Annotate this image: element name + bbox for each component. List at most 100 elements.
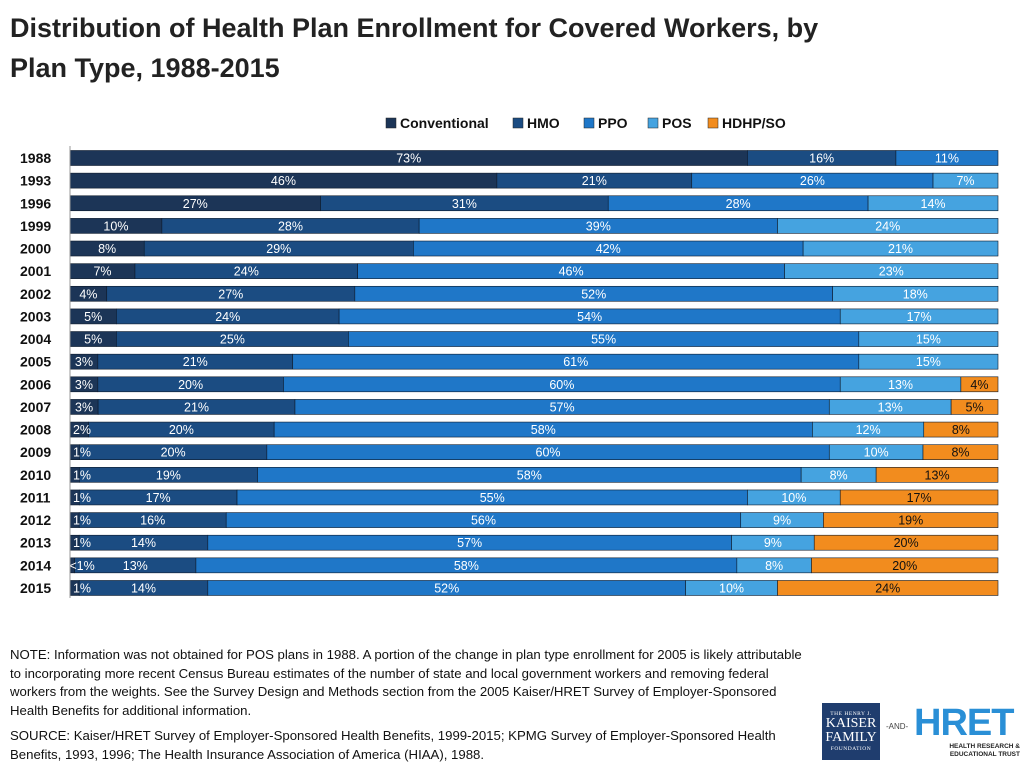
chart-title: Distribution of Health Plan Enrollment f… — [10, 8, 970, 88]
data-label-hmo-2013: 14% — [131, 536, 156, 550]
y-tick-label: 2001 — [20, 263, 51, 279]
data-label-hdhp-so-2014: 20% — [892, 559, 917, 573]
y-tick-label: 2002 — [20, 286, 51, 302]
data-label-conventional-2002: 4% — [79, 287, 97, 301]
data-label-pos-2009: 10% — [864, 446, 889, 460]
data-label-hdhp-so-2009: 8% — [951, 446, 969, 460]
hret-logo: HRET HEALTH RESEARCH & EDUCATIONAL TRUST — [914, 703, 1024, 763]
legend-label-conventional: Conventional — [400, 115, 489, 131]
hret-logo-mark: HRET — [914, 702, 1014, 744]
data-label-hmo-1999: 28% — [278, 219, 303, 233]
legend-swatch-conventional — [385, 117, 397, 129]
chart-title-line-1: Distribution of Health Plan Enrollment f… — [10, 13, 819, 43]
y-tick-label: 2005 — [20, 354, 51, 370]
logo-and-text: -AND- — [886, 722, 909, 731]
data-label-hmo-2004: 25% — [220, 333, 245, 347]
data-label-ppo-1993: 26% — [800, 174, 825, 188]
data-label-conventional-1999: 10% — [103, 219, 128, 233]
data-label-hdhp-so-2015: 24% — [875, 581, 900, 595]
data-label-conventional-2001: 7% — [93, 265, 111, 279]
stacked-bar-chart: Conventional HMO PPO POS HDHP/SO 73% 16% 11% 46… — [20, 115, 999, 598]
data-label-hmo-2007: 21% — [184, 400, 209, 414]
data-label-ppo-2015: 52% — [434, 581, 459, 595]
chart-legend: Conventional HMO PPO POS HDHP/SO — [385, 115, 786, 131]
data-label-hmo-1996: 31% — [452, 197, 477, 211]
data-label-pos-1993: 7% — [956, 174, 974, 188]
data-label-ppo-2009: 60% — [536, 446, 561, 460]
bar-pos-1993 — [932, 172, 999, 189]
data-label-hmo-2001: 24% — [234, 265, 259, 279]
data-label-conventional-1996: 27% — [183, 197, 208, 211]
data-label-hmo-2006: 20% — [178, 378, 203, 392]
data-label-conventional-2000: 8% — [98, 242, 116, 256]
data-label-ppo-2012: 56% — [471, 514, 496, 528]
y-axis-labels: 1988 1993 1996 1999 2000 2001 2002 2003 2004 2005… — [20, 150, 51, 596]
data-label-pos-2014: 8% — [765, 559, 783, 573]
data-label-hmo-2014: 13% — [123, 559, 148, 573]
data-label-conventional-2012: 1% — [73, 514, 91, 528]
data-label-hdhp-so-2008: 8% — [952, 423, 970, 437]
data-label-pos-2013: 9% — [764, 536, 782, 550]
chart-bars: 73% 16% 11% 46% 21% 26% 7% 27% 31% 28% 14% 10% 28% 39… — [69, 150, 999, 596]
y-tick-label: 2007 — [20, 399, 51, 415]
data-label-hdhp-so-2006: 4% — [970, 378, 988, 392]
legend-swatch-hdhp-so — [707, 117, 719, 129]
data-label-hdhp-so-2007: 5% — [966, 400, 984, 414]
legend-swatch-ppo — [583, 117, 595, 129]
legend-swatch-hmo — [512, 117, 524, 129]
data-label-ppo-2002: 52% — [581, 287, 606, 301]
bar-hdhp-so-2009 — [922, 444, 999, 460]
data-label-conventional-2005: 3% — [75, 355, 93, 369]
kff-logo-line: FAMILY — [825, 730, 877, 745]
data-label-ppo-2010: 58% — [517, 468, 542, 482]
legend-label-pos: POS — [662, 115, 692, 131]
kff-logo-line: THE HENRY J. — [830, 711, 872, 717]
data-label-pos-2001: 23% — [879, 265, 904, 279]
data-label-hmo-2002: 27% — [218, 287, 243, 301]
y-tick-label: 2014 — [20, 557, 51, 573]
y-tick-label: 2003 — [20, 308, 51, 324]
y-tick-label: 2008 — [20, 422, 51, 438]
kff-logo-line: KAISER — [825, 716, 877, 731]
legend-label-ppo: PPO — [598, 115, 628, 131]
data-label-pos-2008: 12% — [856, 423, 881, 437]
bar-hdhp-so-2010 — [875, 467, 999, 483]
data-label-hmo-2015: 14% — [131, 581, 156, 595]
data-label-hmo-2009: 20% — [161, 446, 186, 460]
data-label-hmo-1993: 21% — [582, 174, 607, 188]
data-label-ppo-2003: 54% — [577, 310, 602, 324]
data-label-pos-2000: 21% — [888, 242, 913, 256]
bar-pos-2004 — [858, 331, 999, 347]
data-label-conventional-2004: 5% — [84, 333, 102, 347]
bar-hdhp-so-2008 — [923, 421, 999, 438]
chart-note: NOTE: Information was not obtained for P… — [10, 647, 802, 718]
bar-hdhp-so-2007 — [950, 399, 999, 415]
data-label-ppo-2011: 55% — [480, 491, 505, 505]
data-label-conventional-2014: <1% — [69, 559, 94, 573]
data-label-pos-2012: 9% — [773, 514, 791, 528]
data-label-hdhp-so-2011: 17% — [907, 491, 932, 505]
data-label-pos-2015: 10% — [719, 581, 744, 595]
data-label-pos-2002: 18% — [903, 287, 928, 301]
bar-pos-2002 — [832, 285, 999, 302]
data-label-conventional-1988: 73% — [396, 152, 421, 166]
data-label-conventional-2003: 5% — [84, 310, 102, 324]
data-label-hdhp-so-2012: 19% — [898, 514, 923, 528]
bar-ppo-1988 — [895, 150, 999, 166]
bar-pos-2000 — [802, 240, 999, 257]
bar-hdhp-so-2006 — [960, 376, 999, 393]
data-label-conventional-1993: 46% — [271, 174, 296, 188]
data-label-pos-2006: 13% — [888, 378, 913, 392]
kff-logo-line: FOUNDATION — [830, 746, 872, 752]
data-label-ppo-2008: 58% — [531, 423, 556, 437]
data-label-pos-2003: 17% — [907, 310, 932, 324]
data-label-ppo-2013: 57% — [457, 536, 482, 550]
data-label-conventional-2015: 1% — [73, 581, 91, 595]
data-label-pos-2005: 15% — [916, 355, 941, 369]
bar-pos-2001 — [784, 263, 999, 279]
legend-label-hmo: HMO — [527, 115, 560, 131]
bar-pos-2005 — [858, 353, 999, 370]
data-label-ppo-2005: 61% — [563, 355, 588, 369]
legend-swatch-pos — [647, 117, 659, 129]
y-tick-label: 2011 — [20, 489, 51, 505]
